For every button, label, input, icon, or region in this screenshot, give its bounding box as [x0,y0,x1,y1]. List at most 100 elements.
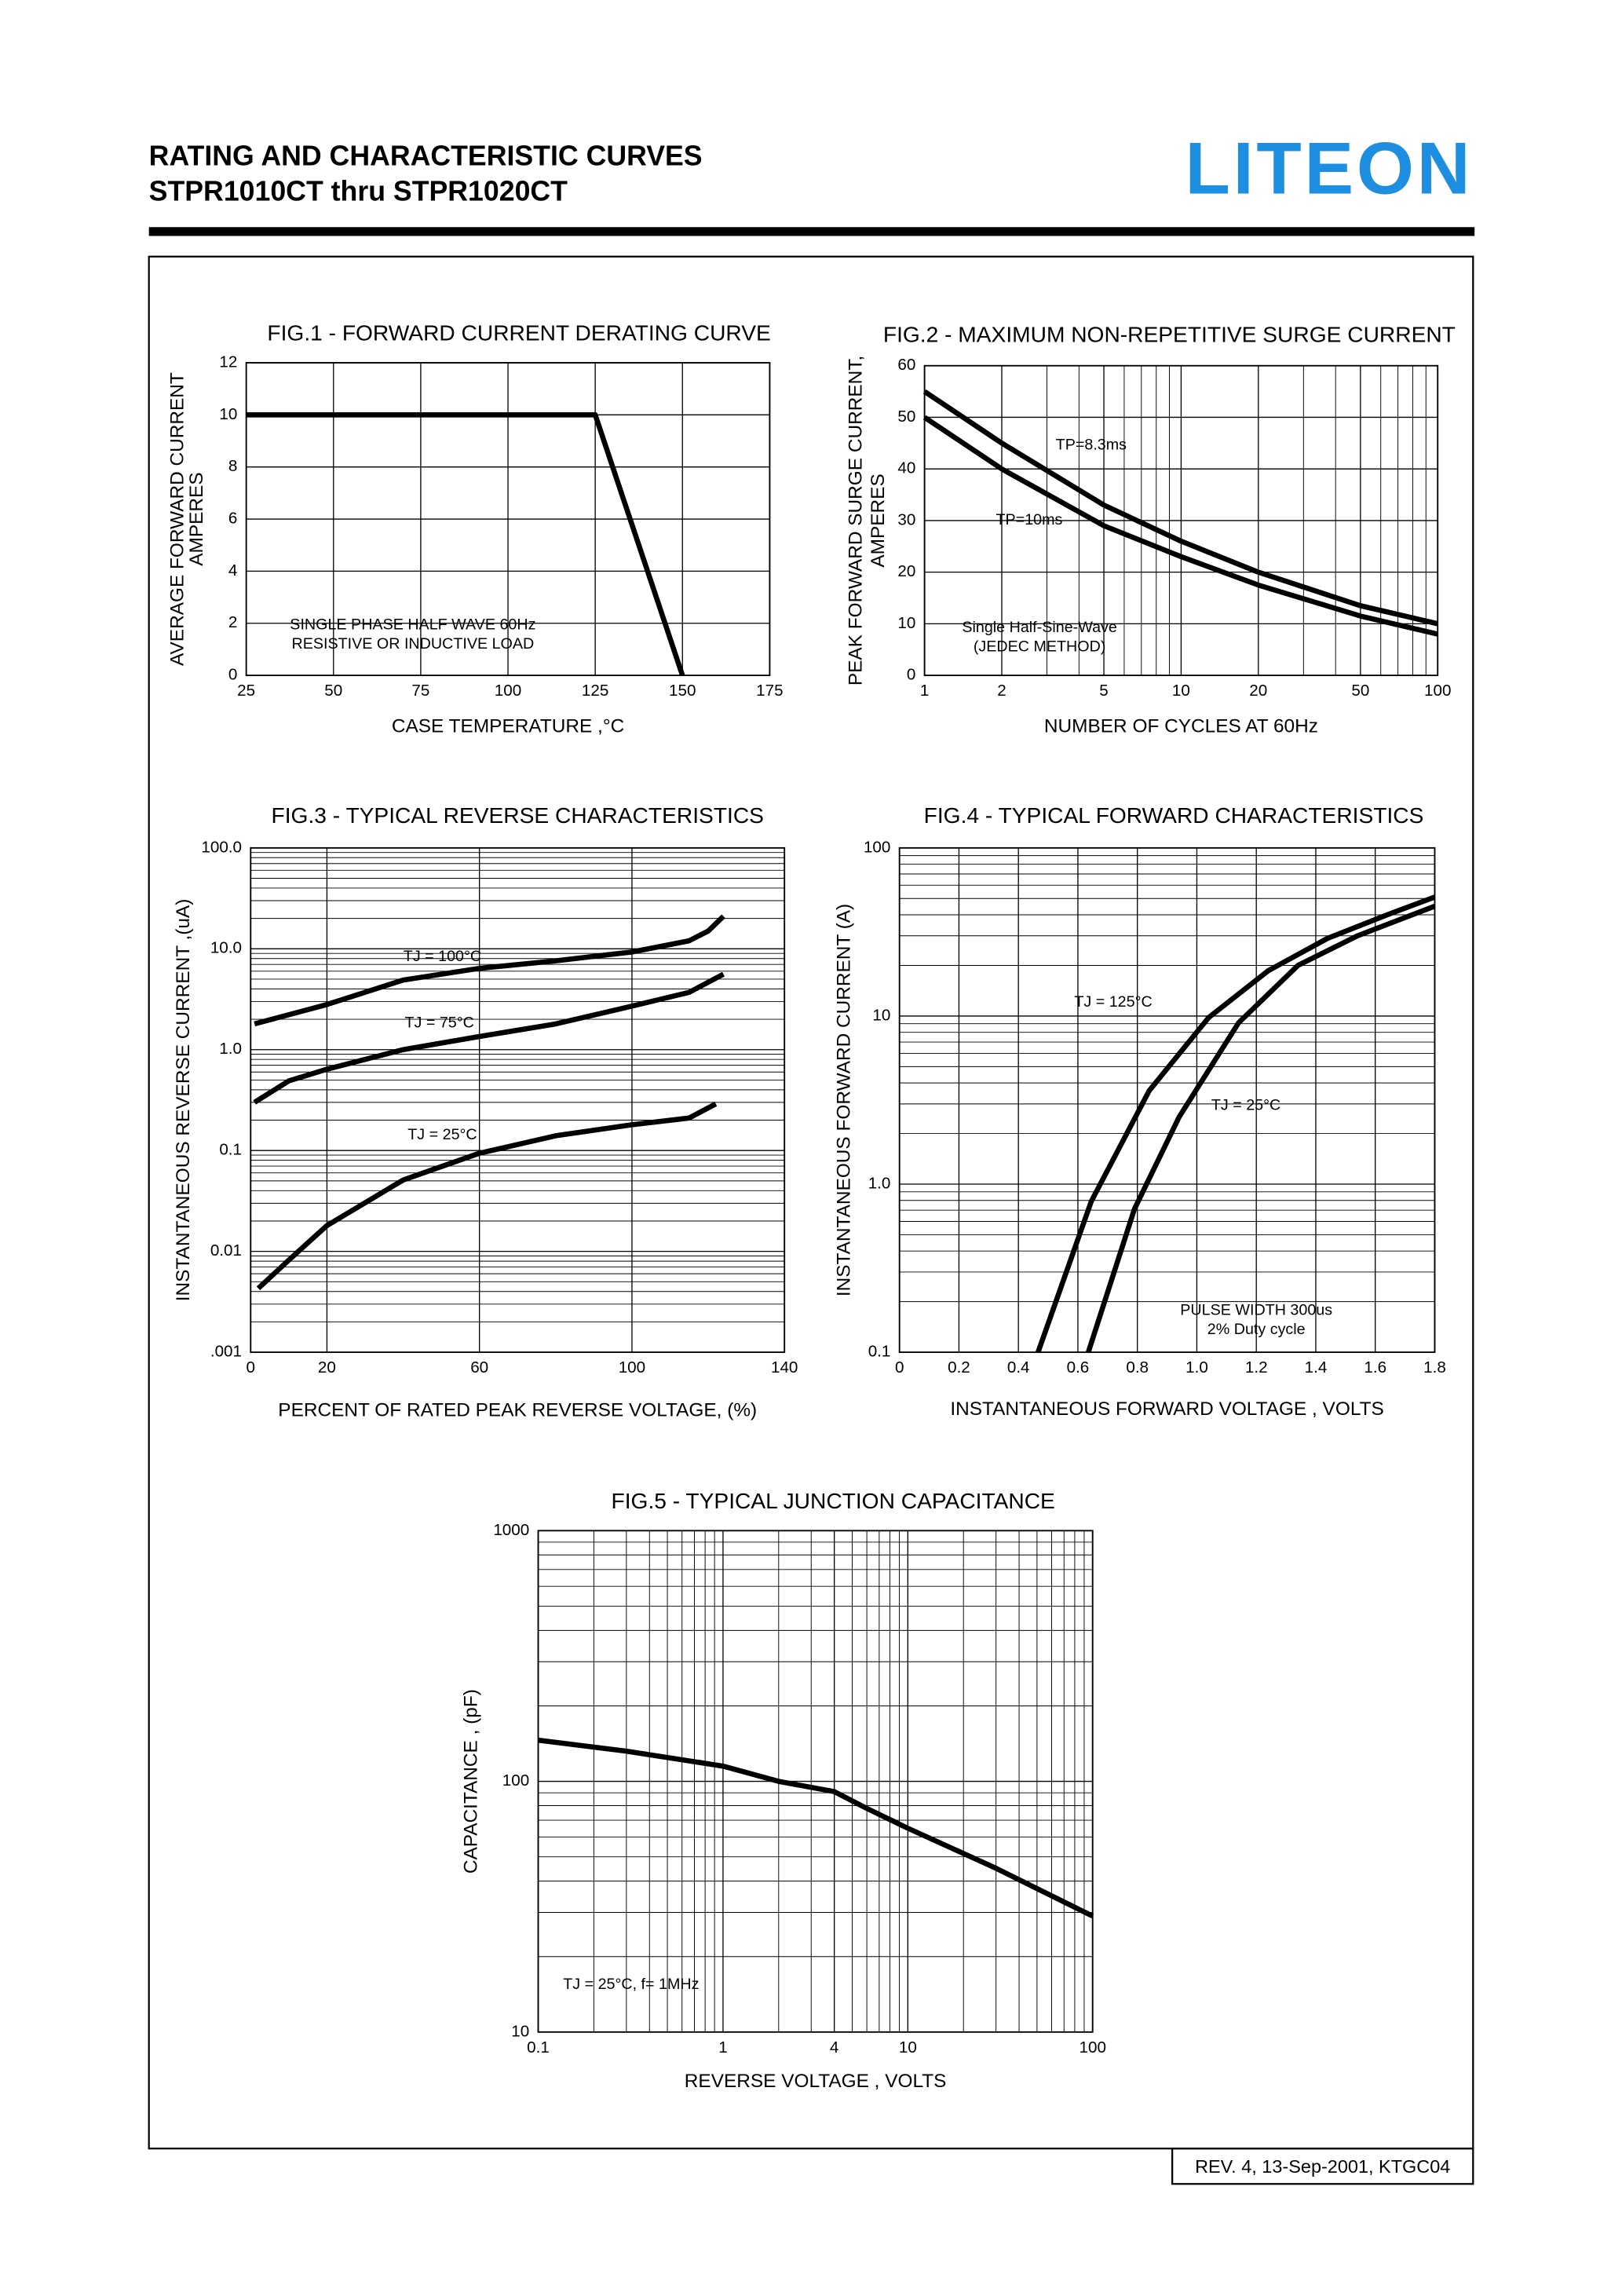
y-tick-label: 4 [228,561,237,579]
footer-box [1171,2148,1474,2185]
series-label: TJ = 100°C [404,948,481,965]
y-tick-label: 0 [907,666,915,684]
series-label: TJ = 125°C [1074,993,1152,1011]
x-tick-label: 1.0 [1185,1358,1208,1377]
x-tick-label: 20 [1249,682,1267,700]
x-tick-label: 1.2 [1245,1358,1268,1377]
x-tick-label: 0 [895,1358,904,1377]
y-tick-label: 10.0 [210,939,242,957]
data-line [254,914,725,1027]
x-tick-label: 1.4 [1305,1358,1328,1377]
y-axis-label: AMPERES [868,473,889,567]
x-axis-label: INSTANTANEOUS FORWARD VOLTAGE , VOLTS [950,1398,1383,1420]
y-tick-label: 12 [219,353,237,371]
y-axis-label: INSTANTANEOUS REVERSE CURRENT ,(uA) [173,899,194,1302]
x-axis-label: REVERSE VOLTAGE , VOLTS [685,2071,947,2092]
y-tick-label: 40 [897,459,915,477]
plot-frame [923,364,1439,677]
x-tick-label: 10 [899,2038,917,2057]
y-axis-label: CAPACITANCE , (pF) [460,1689,481,1874]
y-tick-label: 6 [228,509,237,527]
series-label: TJ = 25°C [1211,1097,1280,1114]
annotation: PULSE WIDTH 300us [1180,1302,1332,1319]
x-tick-label: 140 [771,1358,798,1377]
y-tick-label: 100 [864,838,890,856]
series-label: TP=10ms [996,511,1063,528]
y-tick-label: 100.0 [201,838,242,856]
x-tick-label: 4 [830,2038,838,2057]
chart-title: FIG.4 - TYPICAL FORWARD CHARACTERISTICS [924,803,1424,828]
x-tick-label: 60 [470,1358,488,1377]
y-tick-label: 0 [228,666,237,684]
annotation: (JEDEC METHOD) [974,638,1106,656]
y-tick-label: 10 [897,614,915,632]
x-tick-label: 0.6 [1067,1358,1090,1377]
y-tick-label: 8 [228,457,237,475]
series-label: TP=8.3ms [1056,436,1127,453]
page-title: RATING AND CHARACTERISTIC CURVES [149,140,703,171]
annotation: 2% Duty cycle [1207,1321,1306,1338]
chart-title: FIG.2 - MAXIMUM NON-REPETITIVE SURGE CUR… [883,322,1456,347]
y-tick-label: 10 [872,1006,890,1024]
page-subtitle: STPR1010CT thru STPR1020CT [149,175,568,207]
y-tick-label: 60 [897,356,915,374]
y-tick-label: 0.01 [210,1241,242,1260]
x-tick-label: 100 [1080,2038,1106,2057]
y-tick-label: 20 [897,562,915,580]
x-tick-label: 1 [718,2038,727,2057]
y-axis-label: PEAK FORWARD SURGE CURRENT, [846,356,867,686]
x-tick-label: 25 [237,682,255,700]
x-tick-label: 100 [495,682,521,700]
y-axis-label: AVERAGE FORWARD CURRENT [167,372,188,666]
y-tick-label: 100 [502,1771,529,1790]
annotation: RESISTIVE OR INDUCTIVE LOAD [292,635,535,653]
y-axis-label: INSTANTANEOUS FORWARD CURRENT (A) [834,904,855,1296]
logo: LITEON [1185,126,1473,209]
x-axis-label: PERCENT OF RATED PEAK REVERSE VOLTAGE, (… [278,1400,757,1421]
data-line [1086,904,1436,1354]
data-line [246,412,685,677]
data-line [256,1101,718,1291]
x-tick-label: 100 [1424,682,1451,700]
x-tick-label: 5 [1099,682,1108,700]
footer-text: REV. 4, 13-Sep-2001, KTGC04 [1195,2156,1450,2177]
series-label: TJ = 25°C [407,1126,477,1143]
x-tick-label: 0.1 [527,2038,550,2057]
y-tick-label: 1.0 [219,1040,242,1058]
annotation: Single Half-Sine-Wave [962,619,1117,636]
y-tick-label: 30 [897,510,915,528]
data-line [922,389,1438,627]
x-tick-label: 50 [1351,682,1369,700]
x-tick-label: 1.6 [1364,1358,1386,1377]
x-tick-label: 75 [411,682,429,700]
x-tick-label: 175 [756,682,783,700]
x-tick-label: 0.2 [948,1358,970,1377]
x-axis-label: NUMBER OF CYCLES AT 60Hz [1044,715,1318,737]
plot-frame [245,362,771,677]
x-tick-label: 50 [324,682,342,700]
plot-frame [898,846,1436,1354]
series-label: TJ = 75°C [405,1015,474,1032]
x-tick-label: 125 [582,682,608,700]
chart-title: FIG.3 - TYPICAL REVERSE CHARACTERISTICS [272,803,764,828]
x-tick-label: 20 [318,1358,336,1377]
annotation: SINGLE PHASE HALF WAVE 60Hz [290,616,535,633]
y-tick-label: 2 [228,613,237,631]
y-tick-label: 0.1 [219,1141,242,1159]
x-tick-label: 0.4 [1007,1358,1030,1377]
plot-frame [537,1530,1094,2033]
data-line [253,971,725,1105]
y-tick-label: 10 [219,405,237,423]
x-tick-label: 1 [920,682,929,700]
x-tick-label: 10 [1172,682,1190,700]
y-tick-label: 10 [511,2022,529,2040]
x-tick-label: 0 [247,1358,255,1377]
y-tick-label: 0.1 [868,1343,891,1361]
data-line [1036,894,1436,1354]
y-tick-label: 1.0 [868,1174,891,1192]
annotation: TJ = 25°C, f= 1MHz [563,1976,699,1993]
chart-title: FIG.5 - TYPICAL JUNCTION CAPACITANCE [612,1488,1055,1513]
page-frame [148,255,1474,2150]
